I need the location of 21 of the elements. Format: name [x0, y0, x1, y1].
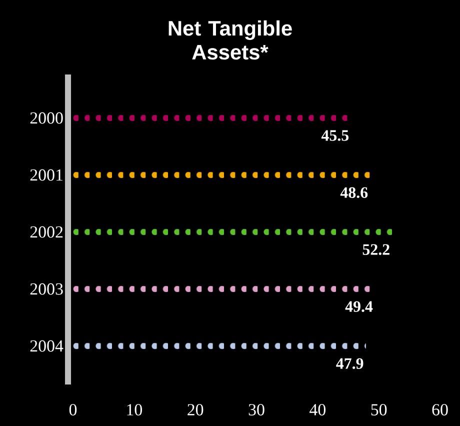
x-tick-label: 20 — [188, 404, 204, 416]
x-tick-label: 40 — [310, 404, 326, 416]
y-tick-label: 2003 — [30, 283, 63, 295]
data-label: 47.9 — [336, 358, 364, 369]
x-tick-label: 60 — [432, 404, 448, 416]
bar — [73, 172, 370, 178]
data-label: 49.4 — [345, 301, 373, 312]
data-label: 48.6 — [340, 187, 368, 198]
y-tick-label: 2000 — [30, 112, 63, 124]
x-tick-label: 10 — [127, 404, 142, 416]
x-tick-label: 50 — [371, 404, 387, 416]
x-tick-label: 30 — [248, 404, 264, 416]
y-tick-label: 2001 — [30, 169, 62, 181]
data-label: 45.5 — [321, 130, 349, 141]
bar — [73, 342, 366, 350]
y-tick-label: 2002 — [30, 226, 63, 238]
data-label: 52.2 — [362, 244, 390, 255]
chart-title: Net Tangible Assets* — [168, 20, 292, 60]
x-tick-label: 0 — [69, 404, 77, 416]
bar — [73, 228, 392, 236]
y-tick-label: 2004 — [30, 340, 64, 352]
